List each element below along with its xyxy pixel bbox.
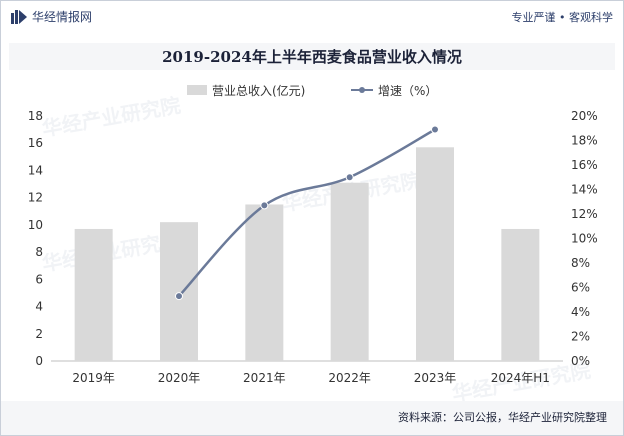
bar (330, 182, 369, 361)
x-tick-label: 2021年 (243, 371, 286, 385)
bar (74, 228, 113, 361)
x-axis-labels: 2019年 2020年 2021年 2022年 2023年 2024年H1 (72, 371, 550, 385)
header-bar: 华经情报网 专业严谨 • 客观科学 (1, 1, 623, 31)
x-tick-label: 2023年 (414, 371, 457, 385)
legend-bar-label: 营业总收入(亿元) (212, 83, 305, 98)
line-point (345, 173, 354, 182)
source-note: 资料来源：公司公报，华经产业研究院整理 (398, 411, 607, 424)
chart-title: 2019-2024年上半年西麦食品营业收入情况 (9, 43, 615, 70)
line-series (175, 125, 439, 301)
source-bar: 资料来源：公司公报，华经产业研究院整理 (1, 401, 623, 435)
y-right-tick-label: 14% (571, 183, 598, 197)
growth-line (178, 128, 436, 297)
y-right-tick-label: 16% (571, 158, 598, 172)
legend-line-label: 增速（%） (378, 84, 437, 98)
legend-bar-swatch (187, 85, 207, 95)
y-right-tick-label: 6% (571, 281, 590, 295)
y-left-tick-label: 0 (35, 354, 43, 368)
line-point (260, 201, 269, 210)
y-left-tick-label: 14 (28, 163, 43, 177)
y-left-tick-label: 18 (28, 109, 43, 123)
y-left-tick-label: 16 (28, 136, 43, 150)
brand-logo-icon (11, 9, 27, 24)
bar (416, 147, 454, 361)
y-left-tick-label: 12 (28, 191, 43, 205)
y-left-tick-label: 6 (35, 272, 43, 286)
x-tick-label: 2019年 (72, 371, 115, 385)
brand: 华经情报网 (11, 8, 92, 25)
y-left-tick-label: 4 (35, 300, 43, 314)
line-point (175, 292, 183, 301)
y-right-tick-label: 8% (571, 256, 590, 270)
bar (160, 222, 198, 361)
legend-line-marker (359, 87, 365, 93)
y-right-tick-label: 2% (571, 330, 590, 344)
brand-name: 华经情报网 (32, 10, 93, 24)
y-left-tick-label: 2 (35, 327, 43, 341)
tagline: 专业严谨 • 客观科学 (511, 11, 613, 24)
chart-legend: 营业总收入(亿元) 增速（%） (187, 83, 437, 98)
y-right-tick-label: 10% (571, 232, 598, 246)
y-left-tick-label: 10 (28, 218, 43, 232)
x-tick-label: 2020年 (158, 371, 201, 385)
y-right-tick-label: 12% (571, 207, 598, 221)
y-right-tick-label: 18% (571, 134, 598, 148)
y-left-tick-label: 8 (35, 245, 43, 259)
y-right-tick-label: 4% (571, 305, 590, 319)
x-tick-label: 2024年H1 (491, 371, 550, 385)
y-right-tick-label: 20% (571, 109, 598, 123)
bar (501, 228, 540, 361)
bar-series (74, 147, 540, 361)
line-point (431, 125, 439, 134)
chart-axes: 0 2 4 6 8 10 12 14 16 18 0% 2% 4% 6% 8% 10% 12% 14% 16% 18%… (28, 109, 598, 368)
y-right-tick-label: 0% (571, 354, 590, 368)
x-tick-label: 2022年 (328, 371, 371, 385)
bar (245, 204, 284, 361)
chart-plot: 营业总收入(亿元) 增速（%） 0 2 4 6 8 10 12 14 16 18 0% 2% 4% 6% 8… (28, 83, 598, 385)
